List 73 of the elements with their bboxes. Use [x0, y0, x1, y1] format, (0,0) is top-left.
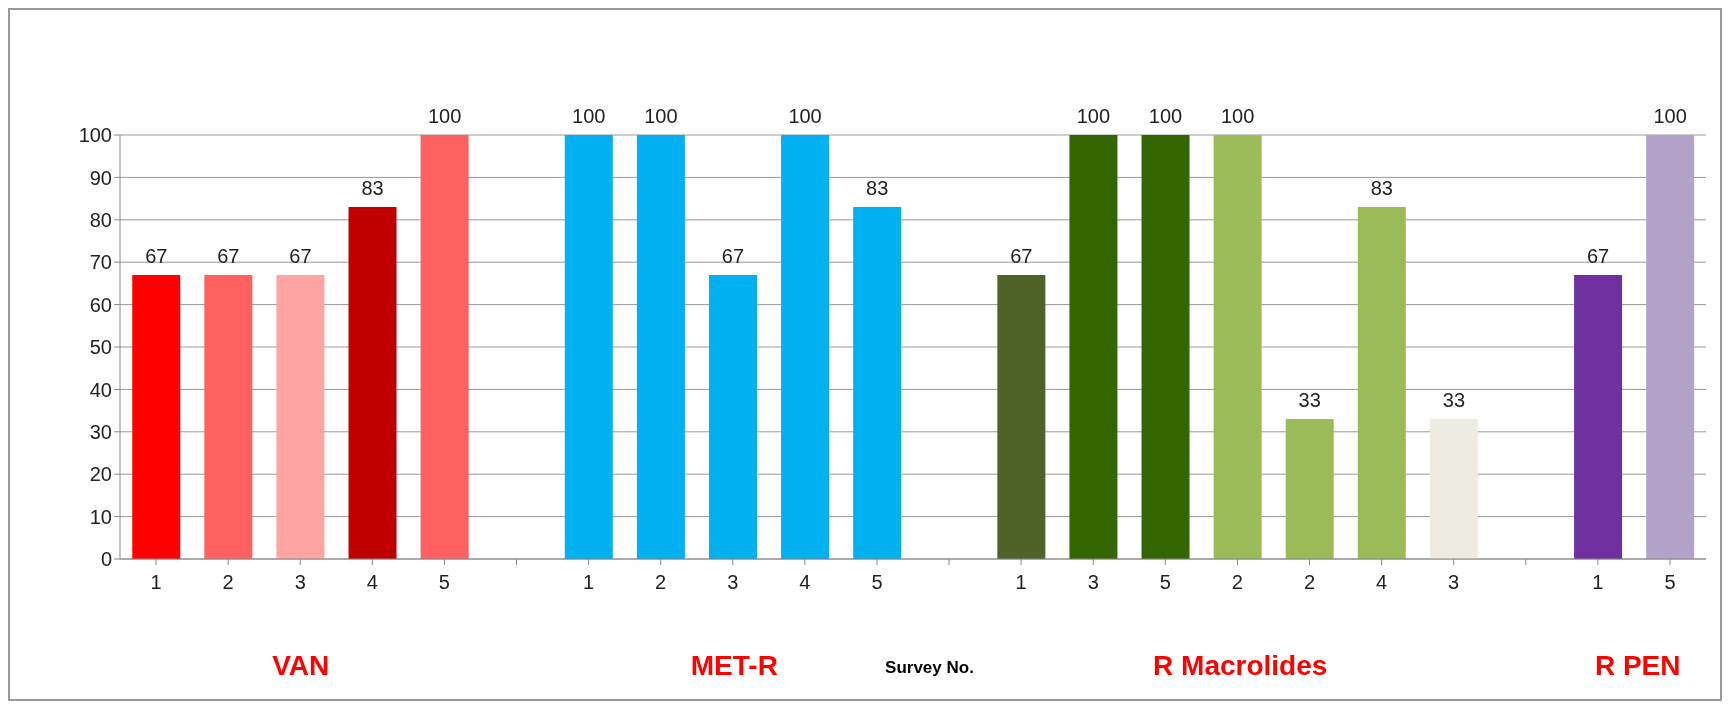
data-label: 33 [1298, 389, 1321, 412]
data-label: 100 [1076, 105, 1111, 127]
bar [853, 207, 902, 559]
y-tick-label: 50 [89, 336, 112, 359]
y-tick-label: 80 [89, 208, 112, 231]
data-label: 100 [1653, 105, 1687, 127]
data-label: 100 [788, 105, 822, 127]
bar [1285, 419, 1334, 559]
data-label: 67 [217, 244, 240, 267]
x-tick-label: 3 [1087, 571, 1099, 594]
data-label: 67 [145, 244, 168, 267]
y-tick-label: 10 [89, 505, 112, 528]
bar [276, 274, 325, 559]
bar [781, 135, 830, 559]
bar [420, 135, 469, 559]
x-tick-label: 1 [1592, 571, 1604, 594]
y-tick-label: 30 [89, 420, 112, 443]
data-label: 67 [289, 244, 312, 267]
bar [1574, 274, 1623, 559]
y-tick-label: 100 [78, 124, 112, 147]
text: R PEN [1593, 650, 1682, 682]
bar [1213, 135, 1262, 559]
text: R Macrolides [1152, 650, 1329, 682]
bar [1429, 419, 1478, 559]
data-label: 67 [1586, 244, 1610, 267]
data-label: 100 [572, 105, 606, 127]
bar [348, 207, 397, 559]
bar [564, 135, 613, 559]
bar [708, 274, 757, 559]
x-tick-label: 1 [1015, 571, 1027, 594]
data-label: 33 [1442, 389, 1466, 412]
x-tick-label: 2 [655, 571, 667, 594]
data-label: 67 [1010, 244, 1033, 267]
data-label: 83 [1370, 177, 1393, 200]
x-tick-label: 4 [799, 571, 811, 594]
bar [636, 135, 685, 559]
x-tick-label: 2 [222, 571, 234, 594]
bar [997, 274, 1046, 559]
bar [1646, 135, 1695, 559]
x-tick-label: 2 [1231, 571, 1243, 594]
data-label: 67 [721, 244, 745, 267]
x-tick-label: 5 [1664, 571, 1676, 594]
data-label: 83 [866, 177, 889, 200]
y-tick-label: 0 [100, 548, 112, 571]
data-label: 100 [1148, 105, 1183, 127]
x-tick-label: 4 [1376, 571, 1388, 594]
x-tick-label: 2 [1303, 571, 1316, 594]
data-label: 100 [1220, 105, 1255, 127]
x-tick-label: 1 [150, 571, 162, 594]
y-tick-label: 40 [89, 378, 112, 401]
x-axis-title: Survey No. [884, 658, 975, 678]
text: VAN [271, 650, 331, 682]
x-tick-label: 3 [727, 571, 739, 594]
bar [204, 274, 253, 559]
bar [1357, 207, 1406, 559]
y-tick-label: 60 [89, 293, 112, 316]
data-label: 100 [644, 105, 678, 127]
x-tick-label: 5 [871, 571, 883, 594]
x-tick-label: 1 [583, 571, 595, 594]
text: MET-R [689, 650, 779, 682]
y-tick-label: 20 [89, 463, 112, 486]
data-label: 83 [361, 177, 384, 200]
bar [1141, 135, 1190, 559]
bar [132, 274, 181, 559]
y-tick-label: 90 [89, 166, 112, 189]
data-label: 100 [427, 105, 462, 127]
x-tick-label: 5 [438, 571, 450, 594]
bar [1069, 135, 1118, 559]
x-tick-label: 5 [1159, 571, 1171, 594]
x-tick-label: 4 [366, 571, 378, 594]
y-tick-label: 70 [89, 251, 112, 274]
x-tick-label: 3 [1448, 571, 1460, 594]
x-tick-label: 3 [294, 571, 306, 594]
